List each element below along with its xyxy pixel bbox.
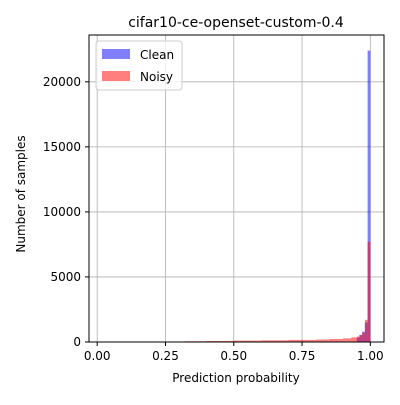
histogram-bar-noisy — [362, 332, 365, 342]
legend-swatch-noisy — [102, 71, 130, 81]
legend-swatch-clean — [102, 49, 130, 59]
histogram-bar-noisy — [206, 340, 234, 342]
histogram-bar-noisy — [288, 339, 316, 342]
histogram-bar-noisy — [233, 340, 262, 342]
histogram-bar-noisy — [359, 335, 363, 342]
x-tick-label: 0.75 — [289, 349, 316, 363]
chart-title: cifar10-ce-openset-custom-0.4 — [128, 15, 344, 31]
x-tick-label: 1.00 — [357, 349, 384, 363]
axis-ticks: 0.00 0.25 0.50 0.75 1.00 0 5000 10000 15000 20000 — [43, 75, 384, 363]
legend: Clean Noisy — [95, 40, 183, 91]
histogram-bar-noisy — [364, 319, 368, 342]
y-tick-label: 5000 — [50, 270, 81, 284]
y-tick-label: 20000 — [43, 75, 81, 89]
y-tick-label: 15000 — [43, 140, 81, 154]
legend-label-clean: Clean — [140, 48, 174, 62]
histogram-bar-noisy — [343, 338, 352, 342]
y-axis-label: Number of samples — [14, 135, 28, 252]
histogram-bar-noisy — [315, 339, 330, 342]
x-tick-label: 0.00 — [84, 349, 111, 363]
histogram-bar-clean — [367, 50, 371, 342]
y-tick-label: 10000 — [43, 205, 81, 219]
histogram-bar-noisy — [329, 339, 344, 342]
x-axis-label: Prediction probability — [172, 371, 299, 385]
plot-frame — [88, 34, 385, 343]
histogram-bar-noisy — [367, 241, 371, 342]
histogram-bars — [184, 50, 371, 342]
histogram-bar-noisy — [351, 337, 357, 342]
x-tick-label: 0.25 — [152, 349, 179, 363]
histogram-bar-noisy — [356, 336, 360, 342]
histogram-bar-noisy — [261, 340, 289, 342]
legend-label-noisy: Noisy — [140, 70, 173, 84]
x-tick-label: 0.50 — [220, 349, 247, 363]
y-tick-label: 0 — [73, 335, 81, 349]
